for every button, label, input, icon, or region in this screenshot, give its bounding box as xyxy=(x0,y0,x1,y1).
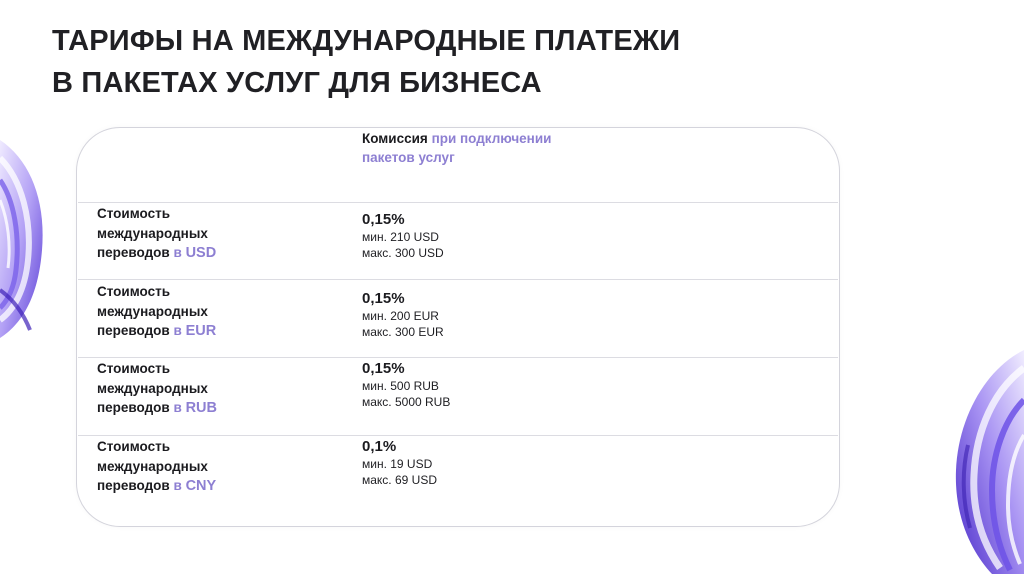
row-divider xyxy=(78,357,838,358)
row-label-usd: Стоимость международных переводов в USD xyxy=(97,204,287,264)
currency-rub: RUB xyxy=(185,400,217,416)
currency-cny: CNY xyxy=(185,478,217,494)
row-label-line-3: переводов xyxy=(97,323,170,338)
row-divider xyxy=(78,202,838,203)
row-divider xyxy=(78,279,838,280)
row-label-in: в xyxy=(173,323,182,338)
commission-min: мин. 500 RUB xyxy=(362,379,439,393)
row-label-rub: Стоимость международных переводов в RUB xyxy=(97,359,287,419)
row-label-line-2: международных xyxy=(97,458,208,474)
title-line-1: ТАРИФЫ НА МЕЖДУНАРОДНЫЕ ПЛАТЕЖИ xyxy=(52,25,681,57)
commission-max: макс. 5000 RUB xyxy=(362,395,451,409)
row-label-line-2: международных xyxy=(97,303,208,319)
row-label-in: в xyxy=(173,400,182,415)
row-label-cny: Стоимость международных переводов в CNY xyxy=(97,437,287,497)
row-label-line-1: Стоимость xyxy=(97,361,171,376)
row-label-line-3: переводов xyxy=(97,400,170,415)
header-prefix: Комиссия xyxy=(362,131,428,146)
row-label-eur: Стоимость международных переводов в EUR xyxy=(97,282,287,342)
abstract-swirl-left xyxy=(0,140,43,338)
row-label-in: в xyxy=(173,478,182,493)
currency-eur: EUR xyxy=(185,323,217,339)
title-line-2: В ПАКЕТАХ УСЛУГ ДЛЯ БИЗНЕСА xyxy=(52,67,542,99)
commission-percent: 0,15% xyxy=(362,360,405,377)
commission-min: мин. 19 USD xyxy=(362,457,433,471)
row-label-in: в xyxy=(173,245,182,260)
commission-percent: 0,15% xyxy=(362,211,405,228)
table-header-commission: Комиссия при подключении пакетов услуг xyxy=(362,129,612,167)
currency-usd: USD xyxy=(185,245,217,261)
row-label-line-3: переводов xyxy=(97,245,170,260)
tariff-table-card xyxy=(76,127,840,527)
row-label-line-3: переводов xyxy=(97,478,170,493)
row-value-usd: 0,15% мин. 210 USD макс. 300 USD xyxy=(362,210,562,261)
header-accent-line-2: пакетов услуг xyxy=(362,150,455,165)
commission-max: макс. 300 EUR xyxy=(362,325,444,339)
row-value-eur: 0,15% мин. 200 EUR макс. 300 EUR xyxy=(362,289,562,340)
commission-max: макс. 300 USD xyxy=(362,246,444,260)
row-label-line-1: Стоимость xyxy=(97,284,171,299)
commission-min: мин. 200 EUR xyxy=(362,309,439,323)
abstract-swirl-right xyxy=(955,350,1024,574)
commission-percent: 0,15% xyxy=(362,290,405,307)
commission-percent: 0,1% xyxy=(362,438,397,455)
row-divider xyxy=(78,435,838,436)
commission-min: мин. 210 USD xyxy=(362,230,439,244)
page-title: ТАРИФЫ НА МЕЖДУНАРОДНЫЕ ПЛАТЕЖИ В ПАКЕТА… xyxy=(52,20,680,104)
header-accent-line-1: при подключении xyxy=(431,131,552,146)
row-value-rub: 0,15% мин. 500 RUB макс. 5000 RUB xyxy=(362,359,562,410)
commission-max: макс. 69 USD xyxy=(362,473,437,487)
row-label-line-1: Стоимость xyxy=(97,206,171,221)
row-label-line-2: международных xyxy=(97,380,208,396)
row-label-line-1: Стоимость xyxy=(97,439,171,454)
row-value-cny: 0,1% мин. 19 USD макс. 69 USD xyxy=(362,437,562,488)
row-label-line-2: международных xyxy=(97,225,208,241)
